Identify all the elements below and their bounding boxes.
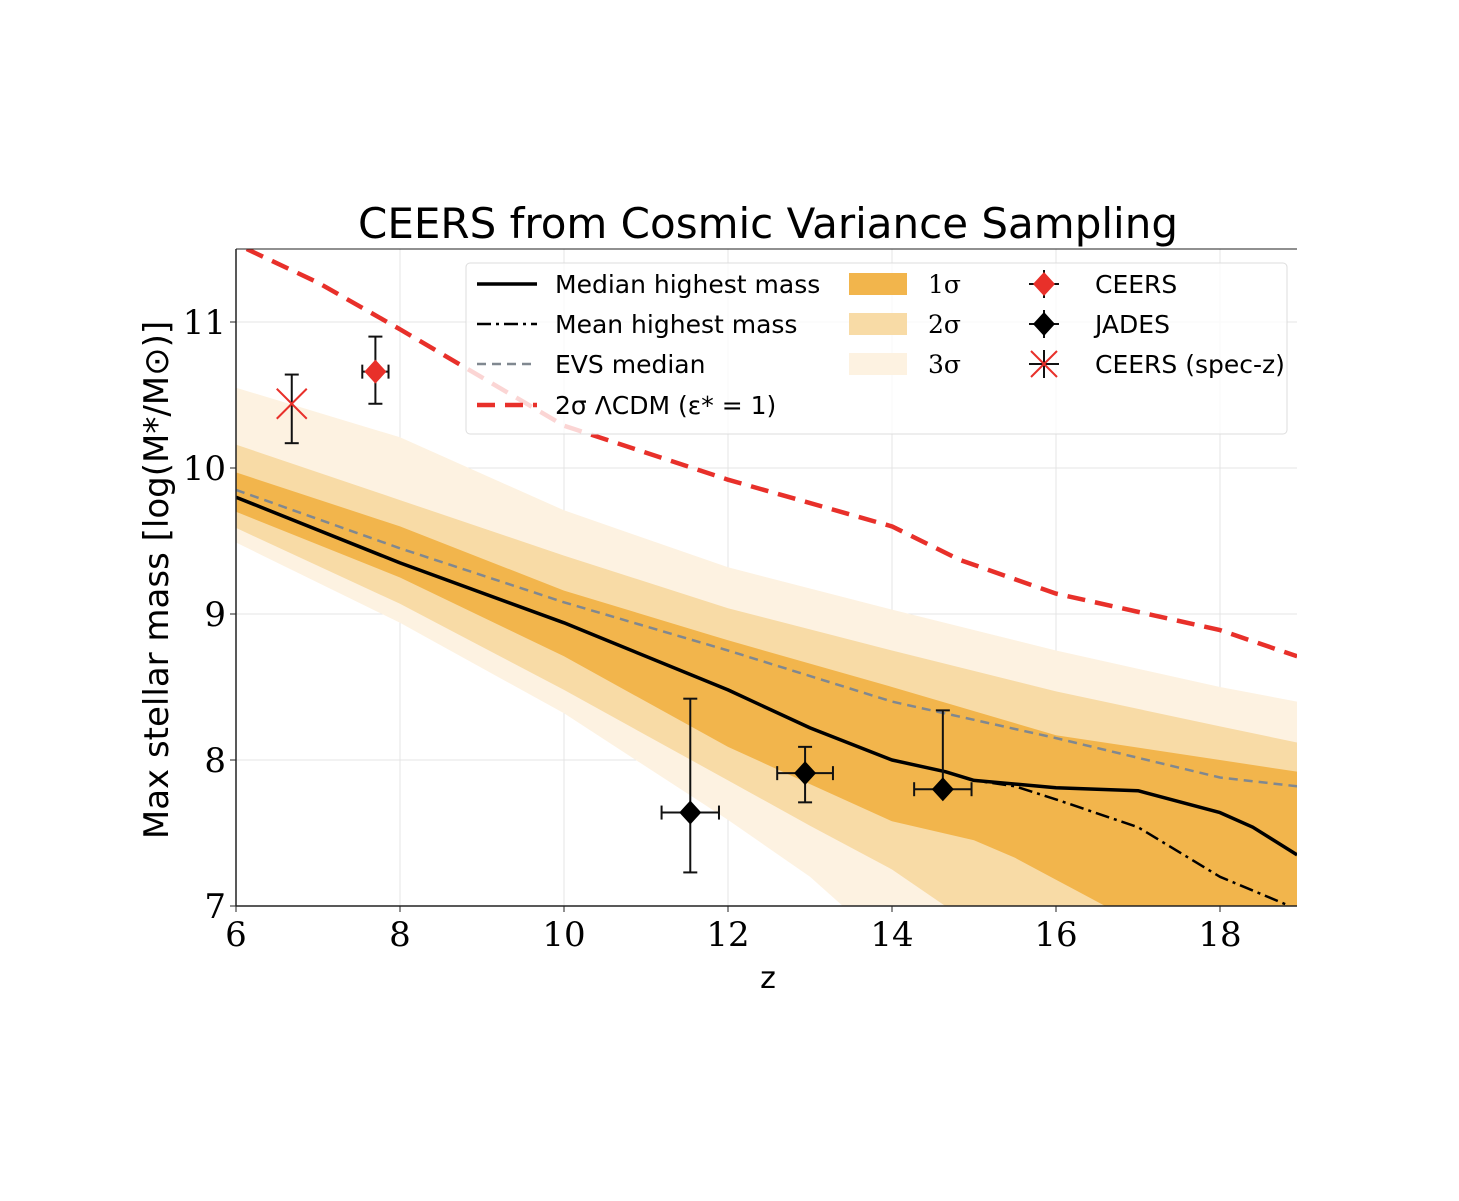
- legend-diamond-marker: [1033, 272, 1055, 296]
- series-line: [245, 249, 1297, 659]
- legend-label: CEERS (spec-z): [1095, 350, 1285, 379]
- y-tick-label: 7: [204, 887, 226, 927]
- x-tick-label: 18: [1198, 915, 1241, 955]
- series-line: [236, 488, 1297, 788]
- legend: Median highest mass Mean highest mass EVS …: [465, 262, 1288, 435]
- legend-band-swatch: [849, 273, 907, 295]
- legend-label: EVS median: [555, 350, 705, 379]
- diamond-marker: [364, 359, 387, 384]
- legend-label: CEERS: [1095, 270, 1177, 299]
- x-axis-label: z: [760, 961, 776, 996]
- data-point: [361, 335, 390, 405]
- legend-diamond-marker: [1033, 312, 1055, 336]
- x-tick-label: 16: [1034, 915, 1077, 955]
- y-tick-label: 10: [183, 449, 226, 489]
- data-point: [913, 709, 973, 802]
- x-tick-label: 14: [870, 915, 913, 955]
- y-tick-label: 9: [204, 595, 226, 635]
- confidence-bands: [236, 387, 1297, 906]
- legend-label: Mean highest mass: [555, 310, 797, 339]
- x-tick-label: 12: [706, 915, 749, 955]
- data-point: [660, 697, 720, 874]
- diamond-marker: [931, 777, 954, 802]
- legend-label: JADES: [1093, 310, 1170, 339]
- legend-label: 2σ: [928, 310, 961, 339]
- series-line: [236, 496, 1291, 906]
- series-lines: [236, 249, 1297, 906]
- diamond-marker: [679, 800, 702, 825]
- legend-band-swatch: [849, 353, 907, 375]
- legend-band-swatch: [849, 313, 907, 335]
- y-tick-label: 8: [204, 741, 226, 781]
- y-tick-label: 11: [183, 303, 226, 343]
- legend-label: 1σ: [928, 270, 961, 299]
- diamond-marker: [794, 761, 817, 786]
- data-points: [276, 335, 973, 874]
- x-tick-label: 10: [542, 915, 585, 955]
- axes: 6 8 10 12 14 16 18 7 8 9 10 11: [183, 248, 1297, 955]
- x-marker: [276, 388, 308, 420]
- legend-label: 3σ: [928, 350, 961, 379]
- legend-label: 2σ ΛCDM (ε* = 1): [555, 391, 776, 420]
- x-tick-label: 8: [389, 915, 411, 955]
- data-point: [276, 373, 308, 445]
- chart-title: CEERS from Cosmic Variance Sampling: [358, 199, 1178, 248]
- legend-label: Median highest mass: [555, 270, 820, 299]
- data-point: [776, 745, 834, 804]
- x-tick-label: 6: [225, 915, 247, 955]
- y-axis-label: Max stellar mass [log(M*/M⊙)]: [137, 321, 177, 839]
- legend-x-marker: [1030, 350, 1058, 378]
- legend-box: [465, 262, 1288, 435]
- band-1σ: [236, 472, 1297, 906]
